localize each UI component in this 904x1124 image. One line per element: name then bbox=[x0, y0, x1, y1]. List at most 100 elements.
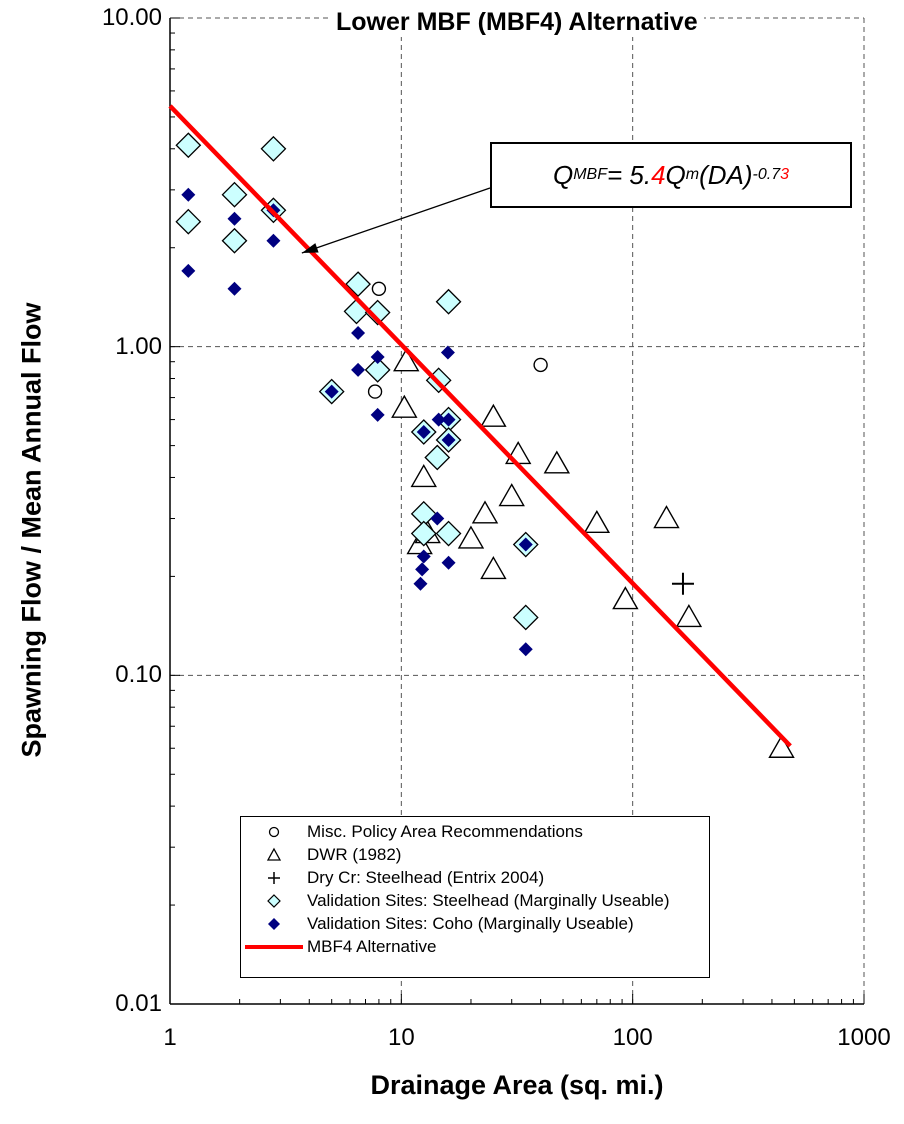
legend-item: Misc. Policy Area Recommendations bbox=[241, 821, 583, 843]
coho-point bbox=[441, 555, 456, 570]
dwr-point bbox=[410, 464, 437, 488]
annotation-arrowhead bbox=[301, 243, 319, 254]
red-line-icon bbox=[241, 936, 307, 958]
coho-point bbox=[518, 537, 533, 552]
dwr-point bbox=[675, 604, 703, 628]
steelhead-point bbox=[175, 132, 202, 159]
coho-point bbox=[370, 407, 385, 422]
legend-label: Misc. Policy Area Recommendations bbox=[307, 822, 583, 841]
coho-point bbox=[440, 345, 455, 360]
annotation-sub-m: m bbox=[685, 166, 700, 183]
coho-point bbox=[430, 511, 445, 526]
dwr-point bbox=[457, 525, 485, 549]
steelhead-point bbox=[221, 181, 248, 208]
policy-point bbox=[533, 357, 548, 373]
y-tick-label: 0.10 bbox=[115, 661, 162, 689]
coho-point bbox=[416, 425, 431, 440]
steelhead-point bbox=[512, 604, 539, 631]
dwr-point bbox=[480, 403, 507, 427]
steelhead-point bbox=[424, 444, 451, 471]
coho-point bbox=[227, 281, 242, 296]
y-tick-label: 1.00 bbox=[115, 332, 162, 360]
chart-title: Lower MBF (MBF4) Alternative bbox=[330, 8, 704, 37]
legend-label: Validation Sites: Coho (Marginally Useab… bbox=[307, 914, 634, 933]
policy-point bbox=[367, 384, 383, 399]
plus-marker-icon bbox=[241, 867, 307, 889]
coho-point bbox=[413, 576, 428, 591]
policy-point bbox=[371, 281, 387, 296]
y-tick-label: 10.00 bbox=[101, 4, 162, 31]
dwr-point bbox=[612, 586, 639, 610]
coho-point bbox=[441, 433, 456, 448]
coho-point bbox=[431, 412, 446, 427]
dwr-point bbox=[498, 483, 525, 507]
dwr-point bbox=[471, 500, 499, 524]
steelhead-point bbox=[364, 356, 391, 383]
coho-point bbox=[227, 211, 242, 226]
legend-item: Validation Sites: Coho (Marginally Useab… bbox=[241, 913, 634, 935]
data-marks bbox=[168, 104, 795, 758]
dwr-point bbox=[768, 734, 795, 758]
triangle-marker-icon bbox=[241, 844, 307, 866]
x-tick-label: 1 bbox=[163, 1024, 177, 1051]
annotation-exp-digit: 3 bbox=[780, 166, 790, 183]
coho-point bbox=[518, 642, 533, 657]
x-tick-label: 1000 bbox=[837, 1024, 891, 1051]
legend-item: MBF4 Alternative bbox=[241, 936, 436, 958]
dwr-point bbox=[653, 505, 680, 529]
diamond-marker-icon bbox=[241, 890, 307, 912]
annotation-da: (DA) bbox=[699, 159, 753, 190]
steelhead-point bbox=[221, 227, 248, 254]
annotation-arrow bbox=[301, 187, 491, 254]
legend-item: Dry Cr: Steelhead (Entrix 2004) bbox=[241, 867, 544, 889]
circle-marker-icon bbox=[241, 821, 307, 843]
x-tick-label: 100 bbox=[612, 1024, 653, 1051]
chart-legend: Misc. Policy Area Recommendations DWR (1… bbox=[240, 816, 710, 978]
steelhead-point bbox=[435, 520, 462, 547]
dwr-point bbox=[583, 509, 611, 534]
dwr-point bbox=[391, 394, 418, 418]
steelhead-point bbox=[410, 520, 437, 547]
plot-axes bbox=[169, 17, 865, 1005]
annotation-q: Q bbox=[552, 159, 574, 190]
annotation-coef-digit: 4 bbox=[651, 159, 666, 190]
coho-point bbox=[351, 362, 366, 377]
coho-point bbox=[415, 562, 430, 577]
filled-diamond-marker-icon bbox=[241, 913, 307, 935]
dwr-point bbox=[393, 348, 420, 372]
legend-label: Dry Cr: Steelhead (Entrix 2004) bbox=[307, 868, 545, 887]
dwr-point bbox=[504, 441, 532, 465]
dry-creek-point bbox=[671, 572, 694, 595]
legend-item: DWR (1982) bbox=[241, 844, 401, 866]
legend-item: Validation Sites: Steelhead (Marginally … bbox=[241, 890, 670, 912]
coho-point bbox=[441, 412, 456, 427]
coho-point bbox=[181, 263, 196, 278]
legend-label: MBF4 Alternative bbox=[307, 937, 437, 956]
coho-point bbox=[351, 326, 366, 341]
x-tick-label: 10 bbox=[387, 1024, 415, 1051]
coho-point bbox=[324, 384, 339, 399]
coho-point bbox=[370, 350, 385, 365]
coho-point bbox=[416, 549, 431, 564]
legend-label: Validation Sites: Steelhead (Marginally … bbox=[307, 891, 670, 910]
mbf4-trend-line bbox=[168, 104, 792, 748]
annotation-eq: = 5. bbox=[606, 159, 652, 190]
steelhead-point bbox=[345, 271, 371, 298]
annotation-exp-main: -0.7 bbox=[752, 166, 781, 183]
coho-point bbox=[181, 187, 196, 202]
annotation-qm: Q bbox=[665, 159, 686, 190]
steelhead-point bbox=[343, 298, 370, 325]
steelhead-point bbox=[175, 208, 202, 235]
dwr-point bbox=[480, 556, 507, 580]
coho-point bbox=[266, 233, 281, 248]
steelhead-point bbox=[364, 299, 391, 326]
dwr-point bbox=[543, 450, 571, 474]
x-axis-label: Drainage Area (sq. mi.) bbox=[370, 1070, 664, 1100]
y-tick-label: 0.01 bbox=[115, 990, 162, 1017]
steelhead-point bbox=[260, 135, 287, 162]
steelhead-point bbox=[435, 288, 462, 315]
legend-label: DWR (1982) bbox=[307, 845, 402, 864]
annotation-sub-mbf: MBF bbox=[573, 166, 607, 183]
